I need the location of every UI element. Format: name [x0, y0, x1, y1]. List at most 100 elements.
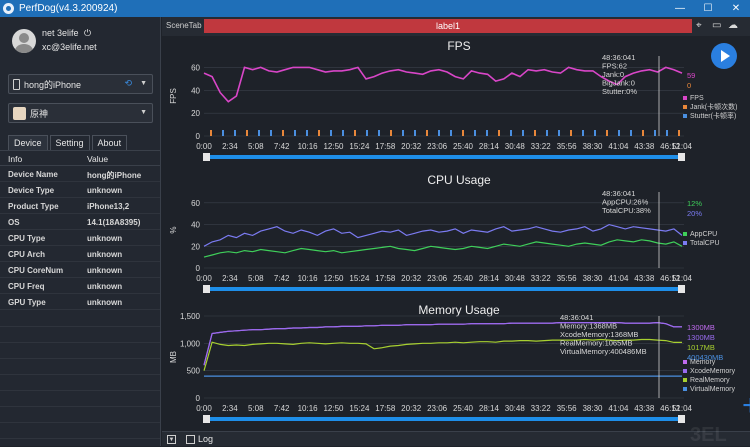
x-tick-label: 23:06: [427, 274, 448, 283]
location-icon[interactable]: ⌖: [696, 20, 702, 31]
x-tick-label: 2:34: [222, 274, 238, 283]
stutter-marker: [234, 130, 236, 136]
close-button[interactable]: ✕: [731, 3, 741, 14]
chart-title: CPU Usage: [427, 173, 491, 187]
info-table: Device Name hong的iPhone Device Type unknow…: [0, 166, 160, 310]
legend-entry: AppCPU: [690, 231, 717, 238]
x-tick-label: 20:32: [401, 404, 422, 413]
info-key: CPU Freq: [8, 282, 45, 291]
title-bar: PerfDog(v4.3.200924) — ☐ ✕: [0, 0, 750, 17]
y-axis-label: %: [169, 226, 178, 233]
minimize-button[interactable]: —: [675, 3, 685, 14]
x-tick-label: 33:22: [531, 274, 552, 283]
x-tick-label: 30:48: [505, 142, 526, 151]
legend-swatch: [683, 387, 687, 391]
cloud-icon[interactable]: ☁: [728, 20, 738, 31]
x-tick-label: 0:00: [196, 274, 212, 283]
table-row: GPU Type unknown: [0, 294, 160, 310]
tooltip-line: Jank:0: [602, 70, 624, 79]
info-key: GPU Type: [8, 298, 46, 307]
x-tick-label: 30:48: [505, 404, 526, 413]
chart-title: FPS: [447, 39, 470, 53]
x-tick-label: 46:12: [660, 274, 681, 283]
tooltip-line: RealMemory:1065MB: [560, 339, 633, 348]
tab-about[interactable]: About: [91, 135, 128, 150]
x-tick-label: 5:08: [248, 142, 264, 151]
stutter-marker: [522, 130, 524, 136]
current-value: 12%: [687, 199, 702, 208]
x-tick-label: 41:04: [608, 404, 629, 413]
expand-toggle[interactable]: ▼: [167, 435, 176, 444]
table-row: Device Name hong的iPhone: [0, 166, 160, 182]
app-icon: [13, 106, 26, 120]
legend-swatch: [683, 378, 687, 382]
tooltip-line: FPS:62: [602, 62, 627, 71]
tooltip-line: 48:36:041: [602, 189, 635, 198]
slider-handle-left: [203, 415, 210, 423]
stutter-marker: [510, 130, 512, 136]
stutter-marker: [582, 130, 584, 136]
x-tick-label: 20:32: [401, 142, 422, 151]
info-value: unknown: [87, 282, 123, 291]
x-tick-label: 46:12: [660, 404, 681, 413]
power-icon[interactable]: ⏻: [84, 28, 92, 38]
table-row: CPU Type unknown: [0, 230, 160, 246]
legend-entry: RealMemory: [690, 377, 730, 384]
x-tick-label: 2:34: [222, 404, 238, 413]
avatar[interactable]: [12, 29, 36, 53]
start-test-button[interactable]: [711, 43, 737, 69]
stutter-marker: [246, 130, 248, 136]
scene-label-tab[interactable]: label1: [204, 19, 692, 33]
folder-icon[interactable]: ▭: [712, 20, 722, 31]
x-tick-label: 23:06: [427, 404, 448, 413]
tooltip-line: VirtualMemory:400486MB: [560, 347, 647, 356]
tooltip-line: Stutter:0%: [602, 87, 637, 96]
x-tick-label: 43:38: [634, 274, 655, 283]
tooltip-line: XcodeMemory:1368MB: [560, 330, 638, 339]
legend-entry: VirtualMemory: [690, 386, 735, 393]
y-tick-label: 40: [191, 221, 200, 230]
device-select[interactable]: hong的iPhone ⟲ ▼: [8, 74, 153, 94]
stutter-marker: [306, 130, 308, 136]
bottom-bar: ▼ Log: [162, 431, 750, 446]
x-tick-label: 7:42: [274, 404, 290, 413]
stutter-marker: [558, 130, 560, 136]
current-value: 1017MB: [687, 343, 715, 352]
chevron-down-icon: ▼: [140, 80, 147, 87]
time-range-slider: [204, 155, 684, 159]
add-chart-button[interactable]: +: [742, 391, 750, 421]
user-email: xc@3elife.net: [42, 42, 97, 52]
x-tick-label: 10:16: [298, 274, 319, 283]
table-row: CPU Freq unknown: [0, 278, 160, 294]
app-select[interactable]: 原神 ▼: [8, 103, 153, 123]
stutter-marker: [618, 130, 620, 136]
x-tick-label: 25:40: [453, 274, 474, 283]
table-row: Device Type unknown: [0, 182, 160, 198]
x-tick-label: 12:50: [323, 404, 344, 413]
tab-setting[interactable]: Setting: [49, 135, 90, 150]
x-tick-label: 17:58: [375, 142, 396, 151]
slider-handle-left: [203, 153, 210, 161]
stutter-marker: [354, 130, 356, 136]
info-value: unknown: [87, 298, 123, 307]
refresh-icon[interactable]: ⟲: [124, 78, 132, 88]
info-key: CPU Arch: [8, 250, 46, 259]
scene-tab-label: SceneTab: [166, 21, 202, 30]
info-key: OS: [8, 218, 20, 227]
table-row: CPU Arch unknown: [0, 246, 160, 262]
app-select-value: 原神: [30, 108, 49, 119]
x-tick-label: 15:24: [349, 142, 370, 151]
current-value: 1300MB: [687, 323, 715, 332]
info-value: unknown: [87, 266, 123, 275]
x-tick-label: 12:50: [323, 142, 344, 151]
info-key: CPU CoreNum: [8, 266, 64, 275]
log-checkbox[interactable]: [186, 435, 195, 444]
stutter-marker: [654, 130, 656, 136]
tab-device[interactable]: Device: [8, 135, 48, 150]
maximize-button[interactable]: ☐: [703, 3, 713, 14]
chart-title: Memory Usage: [418, 303, 500, 317]
user-name: net 3elife: [42, 28, 79, 38]
x-tick-label: 28:14: [479, 274, 500, 283]
stutter-marker: [534, 130, 536, 136]
x-tick-label: 2:34: [222, 142, 238, 151]
